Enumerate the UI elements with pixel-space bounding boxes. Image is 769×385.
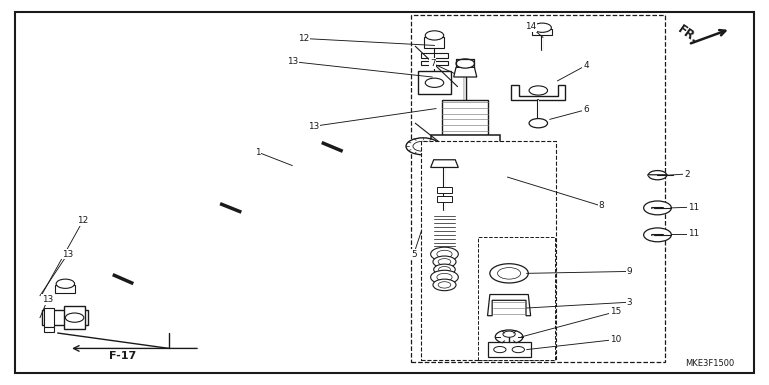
Circle shape: [56, 279, 75, 288]
Text: 2: 2: [684, 169, 690, 179]
Text: 13: 13: [62, 249, 73, 259]
Circle shape: [456, 59, 474, 68]
Text: HONDA: HONDA: [122, 218, 294, 260]
Polygon shape: [511, 85, 565, 100]
Text: 12: 12: [298, 34, 309, 43]
Circle shape: [425, 78, 444, 87]
Text: 8: 8: [598, 201, 604, 211]
Circle shape: [437, 273, 452, 281]
Ellipse shape: [65, 63, 365, 260]
Text: F-17: F-17: [109, 351, 137, 361]
Polygon shape: [442, 100, 488, 135]
Circle shape: [503, 331, 515, 337]
Circle shape: [431, 247, 458, 261]
Text: OEM: OEM: [431, 201, 508, 230]
Polygon shape: [421, 53, 448, 58]
Circle shape: [433, 279, 456, 291]
Polygon shape: [488, 295, 531, 316]
Circle shape: [438, 266, 451, 273]
Polygon shape: [424, 37, 444, 48]
Polygon shape: [431, 212, 500, 219]
Circle shape: [494, 346, 506, 353]
Text: 11: 11: [688, 203, 699, 212]
Circle shape: [495, 330, 523, 344]
Circle shape: [425, 31, 444, 40]
Bar: [421, 141, 556, 360]
Text: 13: 13: [308, 122, 319, 131]
Polygon shape: [421, 61, 448, 65]
Circle shape: [529, 119, 548, 128]
Circle shape: [512, 346, 524, 353]
Circle shape: [437, 250, 452, 258]
Ellipse shape: [182, 118, 356, 251]
Circle shape: [438, 282, 451, 288]
Text: 7: 7: [430, 59, 436, 68]
Text: MOTOR PARTS: MOTOR PARTS: [413, 232, 525, 246]
Text: 4: 4: [583, 61, 589, 70]
Polygon shape: [42, 310, 88, 325]
Text: 14: 14: [525, 22, 536, 32]
Circle shape: [406, 138, 440, 155]
Circle shape: [644, 201, 671, 215]
Text: 3: 3: [626, 298, 632, 307]
Circle shape: [498, 268, 521, 279]
Polygon shape: [44, 308, 54, 327]
Text: 15: 15: [610, 307, 621, 316]
Circle shape: [529, 86, 548, 95]
Bar: [411, 15, 665, 362]
Text: 9: 9: [626, 267, 632, 276]
Text: 1: 1: [255, 147, 261, 157]
Text: 13: 13: [42, 295, 53, 304]
Text: 12: 12: [78, 216, 88, 225]
Circle shape: [494, 151, 521, 165]
Text: 5: 5: [411, 249, 417, 259]
Polygon shape: [438, 185, 492, 212]
Polygon shape: [55, 285, 75, 293]
Polygon shape: [418, 71, 451, 94]
Polygon shape: [437, 196, 452, 202]
Polygon shape: [64, 306, 85, 329]
Circle shape: [644, 228, 671, 242]
Text: 10: 10: [610, 335, 621, 344]
Text: MKE3F1500: MKE3F1500: [685, 359, 734, 368]
Circle shape: [648, 171, 667, 180]
Circle shape: [65, 313, 84, 322]
Circle shape: [431, 270, 458, 284]
Circle shape: [533, 23, 551, 32]
Bar: [478, 237, 555, 360]
Polygon shape: [488, 342, 531, 357]
Text: 11: 11: [688, 229, 699, 238]
Polygon shape: [454, 67, 477, 77]
Polygon shape: [437, 187, 452, 192]
Text: 13: 13: [287, 57, 298, 66]
Polygon shape: [431, 135, 500, 185]
Circle shape: [438, 259, 451, 265]
Circle shape: [490, 264, 528, 283]
Text: FR.: FR.: [675, 23, 701, 46]
Circle shape: [413, 141, 433, 151]
Polygon shape: [44, 327, 54, 332]
Polygon shape: [532, 29, 552, 35]
Circle shape: [434, 264, 455, 275]
Text: 6: 6: [583, 105, 589, 114]
Circle shape: [433, 256, 456, 268]
Polygon shape: [431, 160, 458, 167]
